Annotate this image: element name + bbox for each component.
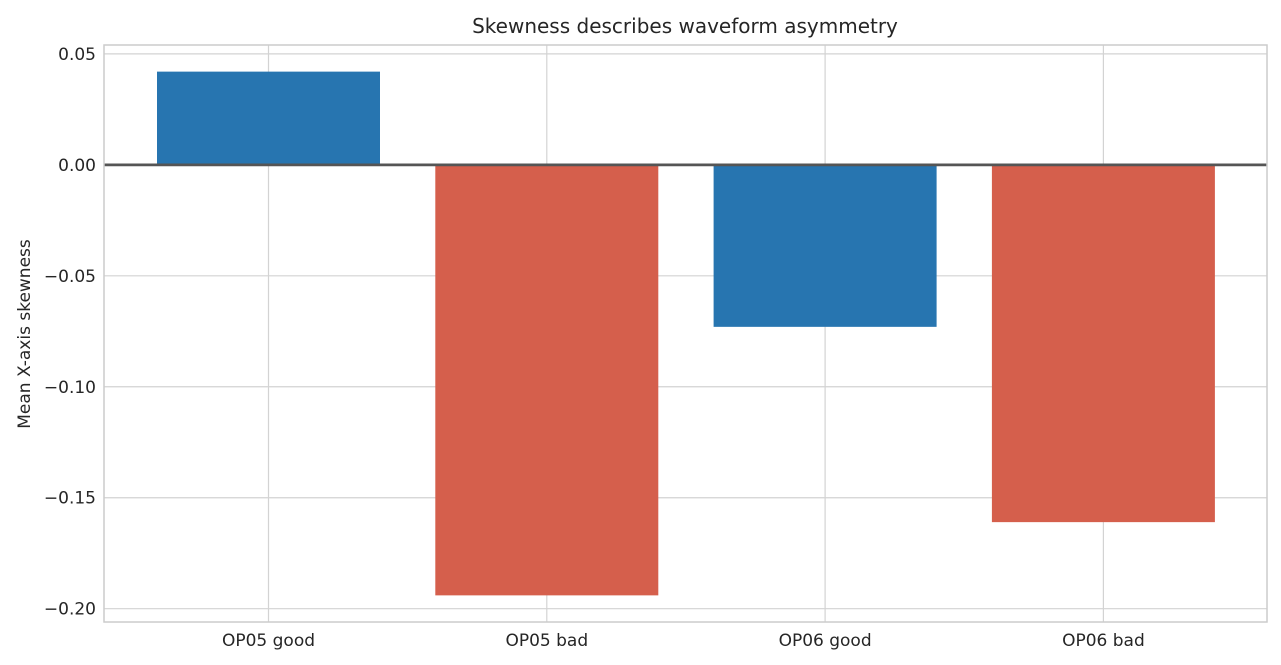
chart-title: Skewness describes waveform asymmetry <box>472 14 898 38</box>
y-tick-label: −0.05 <box>44 267 96 287</box>
x-axis-ticks: OP05 good OP05 bad OP06 good OP06 bad <box>222 631 1145 651</box>
x-tick-label: OP06 good <box>779 631 872 651</box>
x-tick-label: OP06 bad <box>1062 631 1145 651</box>
y-tick-label: −0.15 <box>44 489 96 509</box>
x-tick-label: OP05 bad <box>505 631 588 651</box>
y-tick-label: −0.20 <box>44 600 96 620</box>
y-axis-title: Mean X-axis skewness <box>15 239 35 429</box>
y-tick-label: 0.00 <box>58 156 96 176</box>
bar-op06-good <box>713 164 937 327</box>
bars-layer <box>157 71 1215 596</box>
bar-op06-bad <box>991 164 1215 523</box>
plot-frame <box>103 44 1268 623</box>
y-tick-label: −0.10 <box>44 378 96 398</box>
y-axis-ticks: 0.05 0.00 −0.05 −0.10 −0.15 −0.20 <box>44 45 96 620</box>
x-tick-label: OP05 good <box>222 631 315 651</box>
bar-op05-good <box>157 71 380 165</box>
bar-op05-bad <box>435 164 659 596</box>
y-tick-label: 0.05 <box>58 45 96 65</box>
